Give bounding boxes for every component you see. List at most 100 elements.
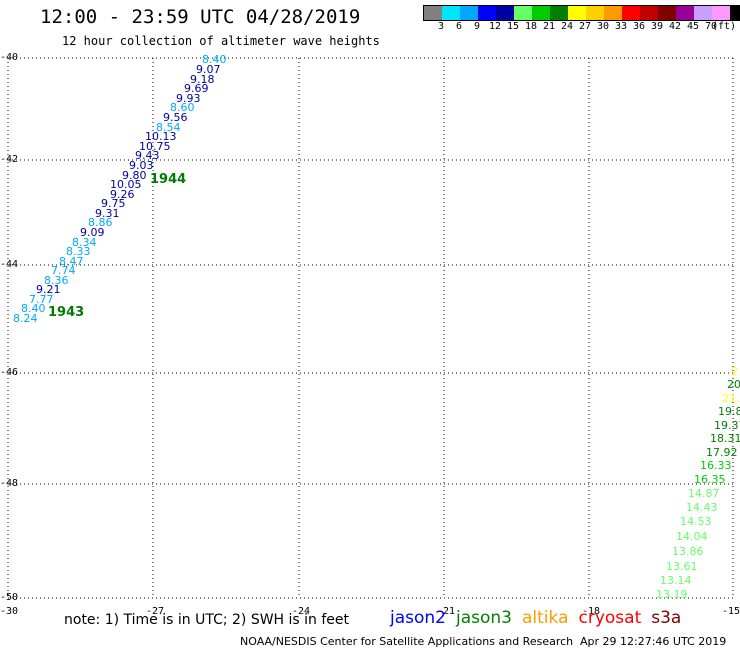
legend-label: 70 [704,21,718,32]
wave-height-value: 16.35 [694,473,726,486]
wave-height-value: 9.26 [110,188,135,201]
wave-height-value: 8.86 [88,216,113,229]
longitude-label: -30 [0,606,19,617]
legend-label: 21 [542,21,556,32]
legend-swatch [532,6,550,20]
wave-height-value: 14.87 [688,487,720,500]
legend-swatch [730,6,740,20]
wave-height-value: 9.43 [135,149,160,162]
latitude-label: -44 [0,259,19,270]
legend-swatch [712,6,730,20]
wave-height-value: 13.14 [660,574,692,587]
wave-height-value: 9.03 [129,159,154,172]
legend-swatch [442,6,460,20]
satellite-name: jason3 [456,608,512,628]
legend-swatch [496,6,514,20]
wave-height-value: 9.07 [196,63,221,76]
wave-height-value: 8.40 [202,53,227,66]
wave-height-value: 9.18 [190,73,215,86]
wave-height-value: 19.8 [718,405,740,418]
legend-label: 12 [488,21,502,32]
satellite-name: jason2 [390,608,446,628]
latitude-label: -48 [0,478,19,489]
longitude-label: -21 [437,606,456,617]
wave-height-value: 2 [731,365,738,378]
legend-label: 6 [455,21,463,32]
legend-swatch [658,6,676,20]
legend-swatch [514,6,532,20]
wave-height-value: 9.09 [80,226,105,239]
wave-height-value: 21. [722,392,740,405]
legend-swatch [460,6,478,20]
graticule [7,57,734,599]
longitude-label: -18 [582,606,601,617]
pass-time-label: 1943 [48,305,85,320]
wave-height-value: 18.31 [710,432,740,445]
legend-label: 27 [578,21,592,32]
wave-height-value: 9.56 [163,111,188,124]
latitude-label: -42 [0,154,19,165]
wave-height-value: 9.75 [101,197,126,210]
wave-height-value: 9.93 [176,92,201,105]
wave-height-value: 10.13 [145,130,177,143]
legend-unit: (ft) [712,21,737,32]
wave-height-value: 8.40 [21,302,46,315]
latitude-label: -46 [0,367,19,378]
legend-swatch [424,6,442,20]
legend-swatch [478,6,496,20]
legend-swatch [550,6,568,20]
wave-height-value: 19.37 [714,419,740,432]
latitude-label: -40 [0,52,19,63]
wave-height-value: 16.33 [700,459,732,472]
footer-note: note: 1) Time is in UTC; 2) SWH is in fe… [64,612,350,628]
wave-height-value: 9.21 [36,283,61,296]
wave-height-value: 8.36 [44,274,69,287]
legend-swatch [604,6,622,20]
wave-height-value: 8.34 [72,236,97,249]
wave-height-value: 14.43 [686,501,718,514]
legend-label: 33 [614,21,628,32]
generated-timestamp: Apr 29 12:27:46 UTC 2019 [580,635,727,648]
latitude-label: -50 [0,592,19,603]
map-title: 12:00 - 23:59 UTC 04/28/2019 [40,6,361,28]
legend-swatch [568,6,586,20]
satellite-name: cryosat [578,608,642,628]
wave-height-value: 14.53 [680,515,712,528]
legend-swatch [694,6,712,20]
satellite-legend: jason2 jason3 altika cryosat s3a [390,608,691,628]
map-subtitle: 12 hour collection of altimeter wave hei… [62,34,380,48]
wave-height-value: 8.33 [66,245,91,258]
wave-height-value: 8.47 [59,255,84,268]
wave-height-value: 7.77 [29,293,54,306]
wave-height-value: 17.92 [706,446,738,459]
wave-height-value: 9.31 [95,207,120,220]
wave-height-value: 10.75 [139,140,171,153]
pass-time-label: 1944 [150,172,187,187]
legend-label: 18 [524,21,538,32]
legend-label: 36 [632,21,646,32]
wave-height-value: 9.80 [122,169,147,182]
longitude-label: -27 [146,606,165,617]
legend-label: 39 [650,21,664,32]
wave-height-value: 13.19 [656,588,688,601]
legend-label: 24 [560,21,574,32]
wave-height-value: 9.69 [184,82,209,95]
legend-swatch [622,6,640,20]
legend-swatch [640,6,658,20]
legend-label: 15 [506,21,520,32]
legend-swatch [676,6,694,20]
legend-label: 45 [686,21,700,32]
satellite-name: s3a [651,608,682,628]
wave-height-value: 20 [727,378,740,391]
wave-height-value: 13.61 [666,560,698,573]
legend-label: 42 [668,21,682,32]
satellite-name: altika [522,608,569,628]
wave-height-value: 14.04 [676,530,708,543]
wave-height-value: 8.54 [156,121,181,134]
wave-height-value: 8.60 [170,101,195,114]
legend-label: 3 [437,21,445,32]
longitude-label: -15 [722,606,740,617]
legend-swatch [586,6,604,20]
credit-line: NOAA/NESDIS Center for Satellite Applica… [240,635,574,648]
